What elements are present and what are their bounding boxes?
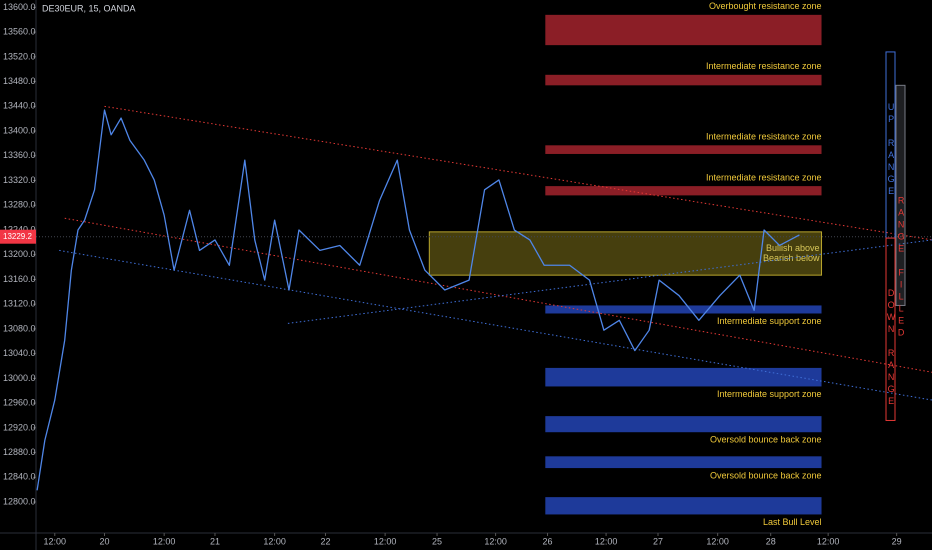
y-tick-label: 13120.0 <box>3 299 36 309</box>
y-tick-label: 13160.0 <box>3 274 36 284</box>
zone <box>545 416 822 433</box>
y-tick-label: 12880.0 <box>3 447 36 457</box>
y-tick-label: 13400.0 <box>3 125 36 135</box>
x-tick-label: 28 <box>766 536 776 546</box>
y-tick-label: 13360.0 <box>3 150 36 160</box>
zone <box>545 367 822 387</box>
range-bar <box>885 237 896 421</box>
y-tick-label: 13000.0 <box>3 373 36 383</box>
zone-label: Intermediate support zone <box>717 316 822 326</box>
y-tick-label: 13560.0 <box>3 27 36 37</box>
x-tick-label: 12:00 <box>263 536 286 546</box>
x-tick-label: 20 <box>99 536 109 546</box>
zone <box>545 14 822 46</box>
x-tick-label: 27 <box>653 536 663 546</box>
y-tick-label: 13280.0 <box>3 200 36 210</box>
range-bar-label: DOWN RANGE <box>886 288 896 408</box>
x-tick-label: 12:00 <box>595 536 618 546</box>
x-tick-label: 12:00 <box>374 536 397 546</box>
y-tick-label: 13440.0 <box>3 101 36 111</box>
range-box <box>428 231 823 276</box>
x-tick-label: 12:00 <box>484 536 507 546</box>
y-tick-label: 12800.0 <box>3 496 36 506</box>
y-tick-label: 13040.0 <box>3 348 36 358</box>
trendline <box>64 217 932 373</box>
y-tick-label: 13080.0 <box>3 323 36 333</box>
range-bar-label: UP RANGE <box>886 102 896 198</box>
y-tick-label: 13520.0 <box>3 51 36 61</box>
box-label: Bullish above <box>766 243 820 253</box>
x-tick-label: 29 <box>892 536 902 546</box>
y-tick-label: 13320.0 <box>3 175 36 185</box>
zone <box>545 456 822 469</box>
zone-label: Oversold bounce back zone <box>710 435 822 445</box>
zone-label: Intermediate resistance zone <box>706 61 822 71</box>
zone <box>545 305 822 314</box>
zone <box>545 145 822 154</box>
x-tick-label: 12:00 <box>44 536 67 546</box>
last-price-label: 13229.2 <box>3 232 32 241</box>
y-tick-label: 13240.0 <box>3 224 36 234</box>
x-tick-label: 25 <box>432 536 442 546</box>
x-tick-label: 21 <box>210 536 220 546</box>
x-tick-label: 22 <box>320 536 330 546</box>
y-tick-label: 12920.0 <box>3 422 36 432</box>
zone <box>545 186 822 196</box>
y-tick-label: 12840.0 <box>3 472 36 482</box>
y-tick-label: 13480.0 <box>3 76 36 86</box>
range-bar <box>895 84 906 306</box>
x-tick-label: 12:00 <box>706 536 729 546</box>
zone-label: Intermediate resistance zone <box>706 132 822 142</box>
y-tick-label: 12960.0 <box>3 398 36 408</box>
zone-label: Intermediate resistance zone <box>706 172 822 182</box>
zone <box>545 74 822 86</box>
zone <box>545 497 822 515</box>
x-tick-label: 12:00 <box>153 536 176 546</box>
price-line <box>36 109 800 491</box>
y-tick-label: 13200.0 <box>3 249 36 259</box>
range-bar-label: RANGE FILLED <box>896 195 906 339</box>
trendline <box>287 239 932 324</box>
x-tick-label: 12:00 <box>817 536 840 546</box>
x-tick-label: 26 <box>543 536 553 546</box>
zone-label: Oversold bounce back zone <box>710 470 822 480</box>
chart-title: DE30EUR, 15, OANDA <box>42 3 136 13</box>
zone-label: Intermediate support zone <box>717 389 822 399</box>
last-price-tag <box>0 229 36 244</box>
zone-label: Last Bull Level <box>763 517 822 527</box>
y-tick-label: 13600.0 <box>3 2 36 12</box>
box-label: Bearish below <box>763 253 820 263</box>
zone-label: Overbought resistance zone <box>709 1 822 11</box>
